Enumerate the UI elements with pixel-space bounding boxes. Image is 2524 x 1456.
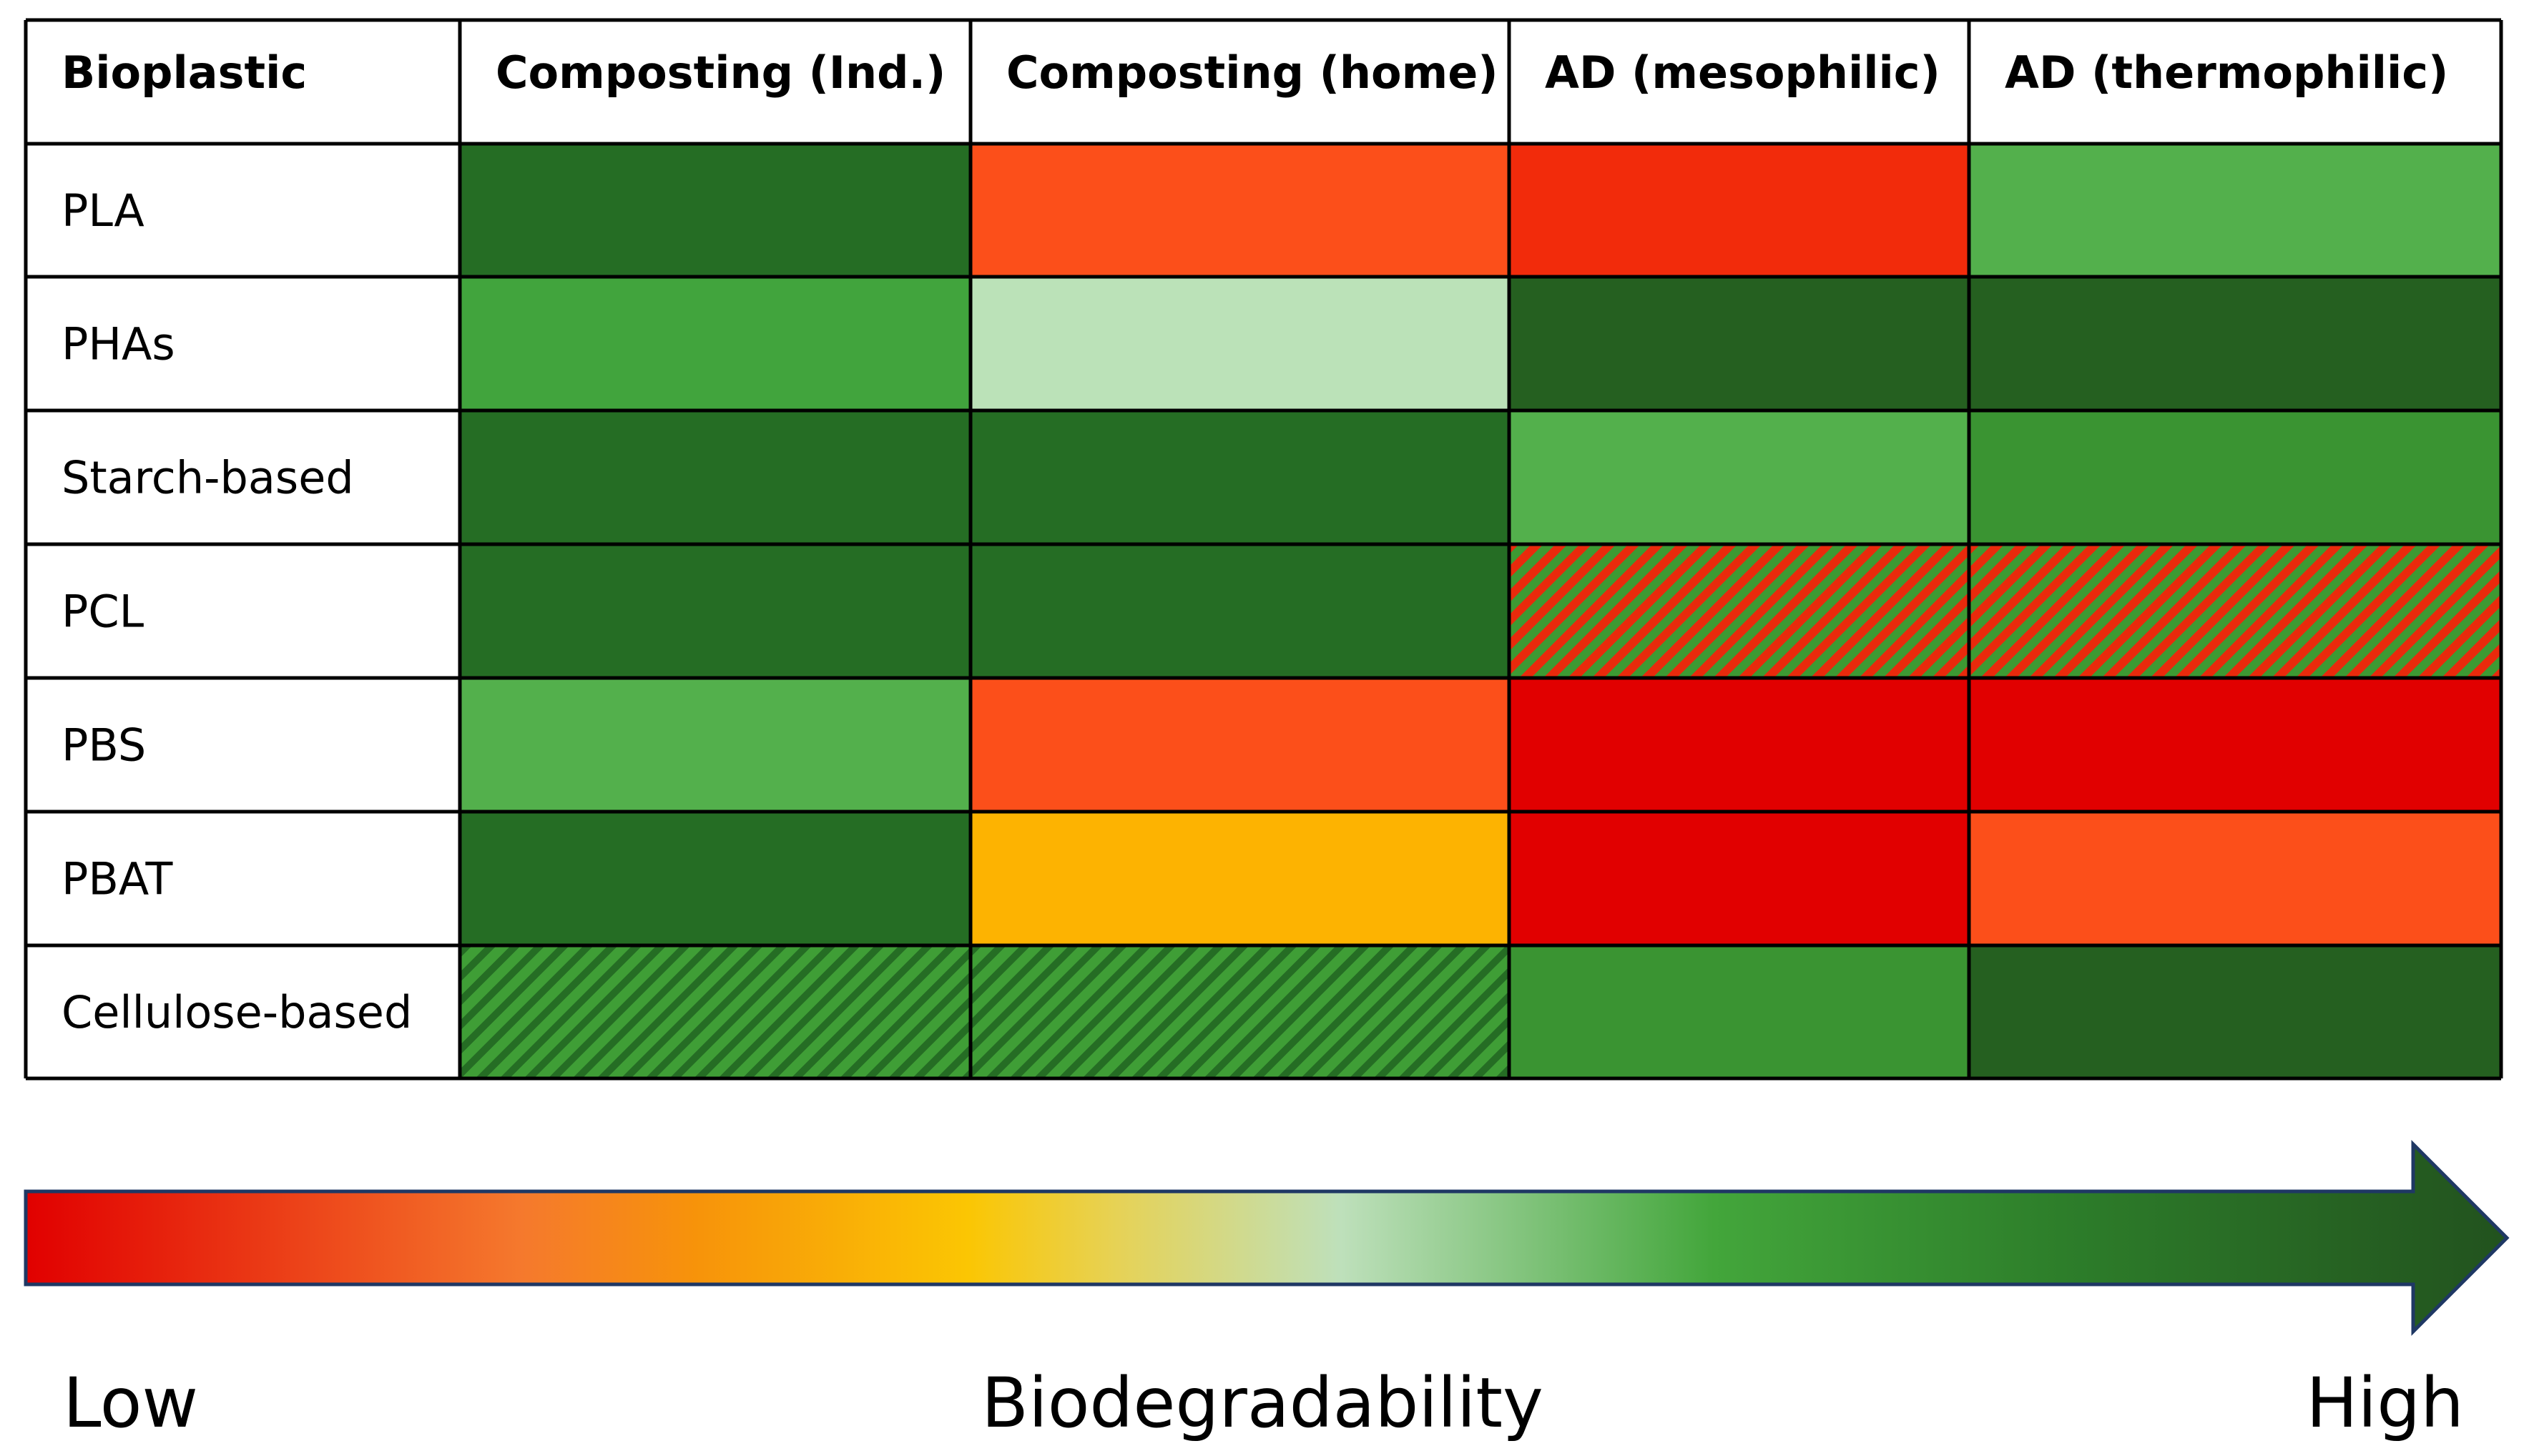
row-label-pcl: PCL — [62, 586, 144, 638]
heatmap-cell-pbs-ad-mesophilic — [1509, 678, 1969, 812]
row-label-cell — [26, 945, 460, 1078]
heatmap-cell-cellulose-based-composting-home — [971, 945, 1509, 1078]
heatmap-cell-pcl-composting-ind — [460, 544, 971, 678]
heatmap-cell-pbat-ad-mesophilic — [1509, 812, 1969, 945]
heatmap-cell-pcl-ad-mesophilic — [1509, 544, 1969, 678]
row-label-cell — [26, 144, 460, 277]
heatmap-cell-starch-based-composting-home — [971, 410, 1509, 544]
heatmap-cell-pbs-composting-home — [971, 678, 1509, 812]
header-cell-ad-mesophilic — [1509, 20, 1969, 144]
heatmap-table: Bioplastic Composting (Ind.) Composting (h… — [24, 18, 2503, 1081]
header-cell-composting-ind — [460, 20, 971, 144]
legend-axis-label: Biodegradability — [981, 1363, 1543, 1443]
column-header-ad-mesophilic: AD (mesophilic) — [1545, 46, 1940, 99]
row-label-cell — [26, 812, 460, 945]
heatmap-cell-pla-ad-mesophilic — [1509, 144, 1969, 277]
heatmap-cell-starch-based-ad-mesophilic — [1509, 410, 1969, 544]
legend: Low Biodegradability High — [24, 1139, 2510, 1443]
header-cell-ad-thermophilic — [1969, 20, 2501, 144]
row-label-cell — [26, 410, 460, 544]
row-label-pbat: PBAT — [62, 853, 174, 905]
column-header-ad-thermophilic: AD (thermophilic) — [2005, 46, 2448, 99]
row-label-cellulose-based: Cellulose-based — [62, 986, 412, 1038]
heatmap-cell-pbs-composting-ind — [460, 678, 971, 812]
row-label-phas: PHAs — [62, 318, 175, 370]
heatmap-cell-pla-composting-home — [971, 144, 1509, 277]
heatmap-cell-pbs-ad-thermophilic — [1969, 678, 2501, 812]
row-label-pla: PLA — [62, 185, 144, 237]
column-header-composting-home: Composting (home) — [1006, 46, 1498, 99]
legend-gradient-arrow — [24, 1139, 2510, 1337]
heatmap-cell-phas-ad-thermophilic — [1969, 277, 2501, 410]
heatmap-cell-starch-based-ad-thermophilic — [1969, 410, 2501, 544]
heatmap-cell-pbat-composting-ind — [460, 812, 971, 945]
legend-high-label: High — [2306, 1363, 2464, 1443]
heatmap-cell-pcl-ad-thermophilic — [1969, 544, 2501, 678]
header-cell-bioplastic — [26, 20, 460, 144]
row-label-cell — [26, 678, 460, 812]
heatmap-cell-pcl-composting-home — [971, 544, 1509, 678]
heatmap-cell-phas-composting-ind — [460, 277, 971, 410]
heatmap-cell-starch-based-composting-ind — [460, 410, 971, 544]
heatmap-cell-pla-composting-ind — [460, 144, 971, 277]
row-label-cell — [26, 544, 460, 678]
heatmap-cell-cellulose-based-composting-ind — [460, 945, 971, 1078]
heatmap-cell-pbat-composting-home — [971, 812, 1509, 945]
row-header-label: Bioplastic — [62, 46, 307, 99]
heatmap-cell-pla-ad-thermophilic — [1969, 144, 2501, 277]
header-cell-composting-home — [971, 20, 1509, 144]
heatmap-cell-phas-composting-home — [971, 277, 1509, 410]
row-label-cell — [26, 277, 460, 410]
heatmap-cell-pbat-ad-thermophilic — [1969, 812, 2501, 945]
row-label-starch-based: Starch-based — [62, 452, 354, 504]
row-label-pbs: PBS — [62, 719, 146, 772]
legend-low-label: Low — [63, 1363, 198, 1443]
heatmap-cell-cellulose-based-ad-thermophilic — [1969, 945, 2501, 1078]
heatmap-cell-phas-ad-mesophilic — [1509, 277, 1969, 410]
heatmap-cell-cellulose-based-ad-mesophilic — [1509, 945, 1969, 1078]
column-header-composting-ind: Composting (Ind.) — [496, 46, 946, 99]
